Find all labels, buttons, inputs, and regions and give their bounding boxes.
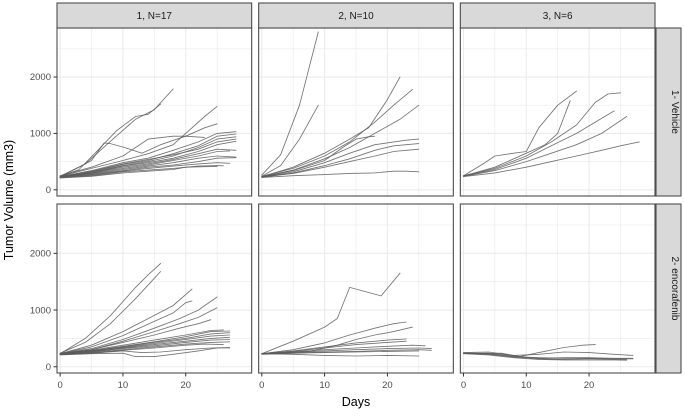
series-line [59,162,231,178]
facet-strip-right [655,27,682,197]
series-line [59,271,162,354]
x-tick-label: 0 [57,380,62,391]
series-line [59,341,231,355]
panel-border [56,203,253,374]
series-line [261,104,420,178]
series-line [59,105,218,177]
facet-strip-right-label: 1- Vehicle [669,90,680,134]
x-tick-label: 10 [118,380,129,391]
series-line [59,123,218,177]
facet-strip-top-label: 3, N=6 [543,11,573,22]
facet-strip-right [655,203,682,374]
series-line [261,272,401,355]
series-line [463,141,640,178]
series-line [59,165,224,179]
series-line [463,100,571,177]
x-tick-label: 0 [461,380,466,391]
series-line [59,263,162,355]
series-line [261,347,432,355]
x-tick-label: 20 [180,380,191,391]
y-tick-label: 1000 [30,129,51,140]
series-line [261,143,420,178]
series-line [59,296,218,355]
panel-border [258,203,454,374]
x-axis-title: Days [342,395,370,409]
panel-border [459,203,656,374]
series-line [59,136,237,178]
series-line [261,170,420,178]
series-line [463,110,615,177]
series-line [261,353,420,357]
y-tick-label: 0 [46,362,51,373]
series-line [59,347,231,358]
series-line [261,138,420,178]
series-line [59,347,231,356]
series-line [59,339,231,355]
y-tick-label: 2000 [30,72,51,83]
series-line [463,116,628,177]
series-line [261,340,407,355]
series-line [261,88,413,177]
series-line [463,353,628,361]
series-line [59,332,231,355]
facet-strip-top-label: 2, N=10 [338,11,374,22]
y-axis-title: Tumor Volume (mm3) [2,140,16,260]
y-tick-label: 0 [46,185,51,196]
series-line [463,351,634,356]
x-tick-label: 20 [584,380,595,391]
series-line [59,300,193,355]
series-line [59,148,237,178]
series-line [59,103,162,178]
series-line [59,138,237,178]
series-line [463,352,634,360]
series-line [59,288,193,355]
series-line [59,131,237,178]
series-line [463,352,628,360]
facet-strip-top-label: 1, N=17 [137,11,173,22]
series-line [59,165,218,179]
y-tick-label: 2000 [30,249,51,260]
facet-strip-top [459,2,656,29]
series-line [261,350,420,355]
series-line [59,135,206,178]
series-line [261,338,407,355]
facet-strip-top [258,2,454,29]
facet-strip-right-label: 2- encorafenib [669,257,680,321]
x-tick-label: 10 [521,380,532,391]
series-line [261,31,319,176]
series-line [59,329,224,355]
series-line [59,157,237,178]
series-line [59,334,231,355]
series-line [463,92,621,177]
series-line [59,150,231,178]
x-tick-label: 20 [382,380,393,391]
series-line [261,104,319,177]
series-line [59,155,237,178]
y-tick-label: 1000 [30,305,51,316]
series-line [261,321,407,355]
series-line [261,344,426,355]
x-tick-label: 10 [319,380,330,391]
series-line [463,90,577,177]
series-line [261,76,401,178]
series-line [261,135,376,178]
series-line [59,319,212,355]
series-line [261,148,420,178]
facet-strip-top [56,2,253,29]
x-tick-label: 0 [259,380,264,391]
